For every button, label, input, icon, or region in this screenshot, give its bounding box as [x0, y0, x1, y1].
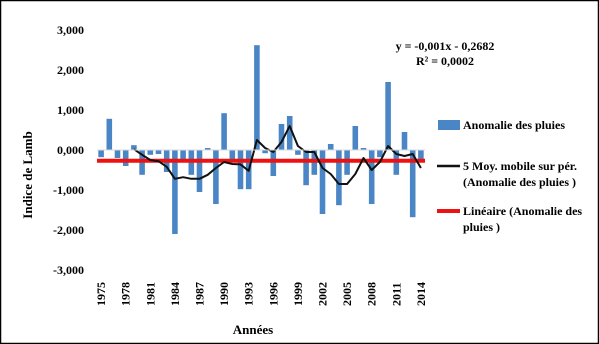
bar	[237, 150, 244, 190]
bar	[303, 150, 309, 186]
bar	[172, 150, 178, 234]
bar	[368, 150, 375, 204]
equation-annotation: y = -0,001x - 0,2682	[396, 39, 495, 53]
bar	[286, 116, 293, 150]
bar	[180, 150, 186, 162]
bar	[106, 118, 113, 150]
bar	[327, 144, 334, 150]
bar	[295, 150, 301, 155]
legend-label-bars: Anomalie des pluies	[463, 118, 565, 132]
y-tick-label: 2,000	[57, 63, 84, 77]
bar	[270, 150, 277, 176]
bar	[114, 150, 121, 158]
legend-label-moving-average-line2: (Anomalie des pluies )	[463, 175, 576, 189]
x-tick-label: 1993	[242, 282, 256, 306]
bar	[401, 132, 408, 150]
bar	[254, 45, 260, 151]
x-tick-label: 2011	[389, 283, 403, 306]
bar	[196, 150, 203, 192]
y-axis-title: Indice de Lamb	[20, 131, 35, 218]
legend: Anomalie des pluies 5 Moy. mobile sur pé…	[437, 118, 585, 234]
y-tick-label: -2,000	[53, 223, 84, 237]
bar	[278, 124, 285, 150]
y-tick-label: -1,000	[53, 183, 84, 197]
bar	[155, 150, 162, 154]
moving-average-series	[133, 125, 422, 185]
x-tick-label: 1996	[266, 282, 280, 306]
x-tick-label: 1975	[94, 282, 108, 306]
bar	[418, 150, 424, 162]
y-axis: 3,000 2,000 1,000 0,000 -1,000 -2,000 -3,000	[53, 23, 84, 277]
bar	[147, 150, 154, 155]
y-tick-label: -3,000	[53, 263, 84, 277]
bar	[221, 113, 227, 150]
x-tick-label: 2005	[340, 282, 354, 306]
x-tick-label: 1990	[217, 282, 231, 306]
bar	[352, 126, 359, 150]
x-tick-label: 1987	[193, 282, 207, 306]
bar	[131, 145, 137, 150]
bar	[336, 150, 342, 206]
bar	[385, 82, 391, 150]
x-tick-label: 1978	[119, 282, 133, 306]
bar	[229, 150, 236, 162]
legend-label-linear-line2: pluies )	[463, 220, 500, 234]
legend-label-moving-average: 5 Moy. mobile sur pér. (Anomalie des plu…	[463, 159, 580, 189]
r-squared-annotation: R² = 0,0002	[416, 54, 474, 68]
bar	[319, 150, 326, 214]
bar	[409, 150, 416, 218]
x-axis-title: Années	[233, 322, 273, 337]
y-tick-label: 0,000	[57, 143, 84, 157]
bar	[122, 150, 129, 166]
y-tick-label: 1,000	[57, 103, 84, 117]
bar	[262, 150, 268, 154]
bar	[98, 150, 104, 158]
bar	[377, 150, 383, 158]
moving-average-line	[133, 125, 422, 185]
x-axis: 1975 1978 1981 1984 1987 1990 1993 1996 1999 2002…	[94, 149, 428, 306]
bar	[204, 148, 211, 150]
bar	[213, 150, 219, 204]
x-tick-label: 1981	[143, 282, 157, 306]
x-tick-label: 1984	[168, 282, 182, 306]
x-tick-label: 2002	[316, 282, 330, 306]
legend-label-linear-line1: Linéaire (Anomalie des	[463, 204, 582, 218]
legend-label-moving-average-line1: 5 Moy. mobile sur pér.	[463, 159, 577, 173]
legend-swatch-bars	[438, 120, 460, 130]
y-tick-label: 3,000	[57, 23, 84, 37]
bar	[360, 148, 367, 150]
x-tick-label: 2008	[365, 282, 379, 306]
legend-label-linear: Linéaire (Anomalie des pluies )	[463, 204, 585, 234]
x-tick-label: 2014	[414, 282, 428, 306]
x-tick-label: 1999	[291, 282, 305, 306]
